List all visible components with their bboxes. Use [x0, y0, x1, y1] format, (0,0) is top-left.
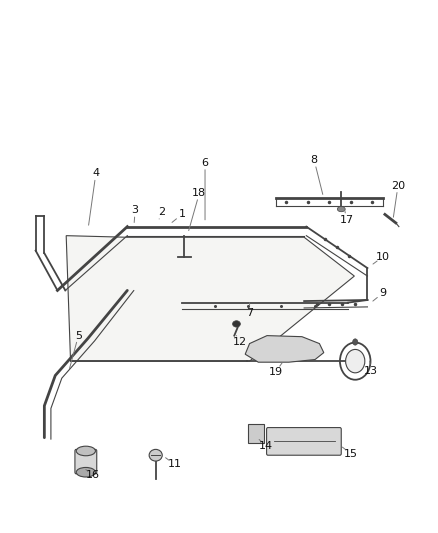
- Text: 7: 7: [246, 308, 253, 318]
- Ellipse shape: [76, 446, 95, 456]
- Text: 12: 12: [233, 337, 247, 347]
- Text: 2: 2: [158, 207, 165, 217]
- FancyBboxPatch shape: [267, 427, 341, 455]
- Ellipse shape: [233, 321, 240, 327]
- FancyBboxPatch shape: [248, 424, 264, 443]
- Text: 5: 5: [75, 330, 82, 341]
- Text: 13: 13: [364, 366, 378, 376]
- Text: 18: 18: [192, 188, 206, 198]
- Circle shape: [346, 350, 365, 373]
- Polygon shape: [66, 236, 354, 361]
- Text: 14: 14: [259, 441, 273, 451]
- Text: 6: 6: [201, 158, 208, 168]
- Text: 16: 16: [85, 470, 99, 480]
- Text: 20: 20: [391, 181, 405, 191]
- Ellipse shape: [76, 467, 95, 477]
- Ellipse shape: [337, 206, 345, 212]
- Text: 10: 10: [376, 252, 390, 262]
- Text: 15: 15: [344, 449, 358, 458]
- Polygon shape: [245, 336, 324, 362]
- Text: 11: 11: [167, 459, 181, 469]
- Text: 19: 19: [268, 367, 283, 377]
- Text: 4: 4: [92, 168, 99, 179]
- Text: 3: 3: [132, 205, 139, 215]
- Text: 17: 17: [339, 215, 353, 225]
- Text: 1: 1: [178, 209, 185, 220]
- Ellipse shape: [149, 449, 162, 461]
- Text: 8: 8: [311, 155, 318, 165]
- FancyBboxPatch shape: [75, 449, 97, 474]
- Text: 9: 9: [379, 288, 386, 298]
- Circle shape: [353, 339, 358, 345]
